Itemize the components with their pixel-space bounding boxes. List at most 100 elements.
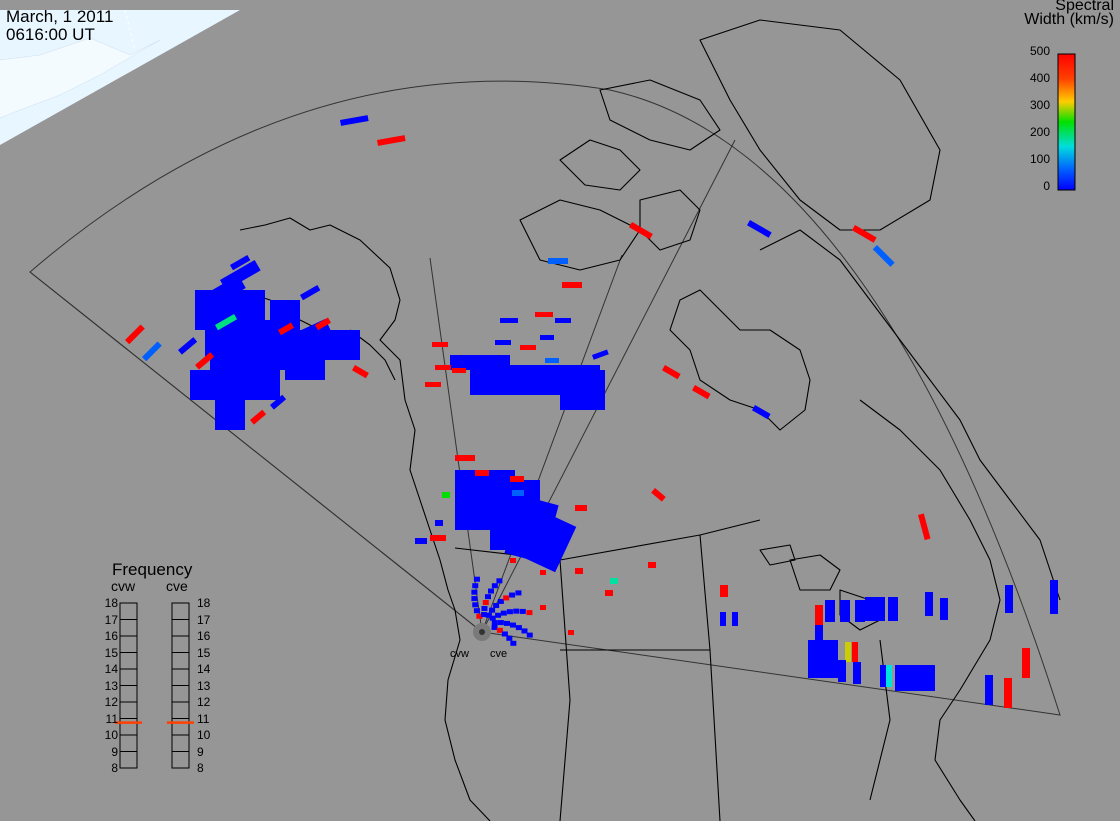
scatter-cell [493, 603, 500, 609]
colorbar-tick: 0 [1043, 179, 1050, 193]
scatter-cell [568, 630, 574, 635]
scatter-cell [825, 600, 835, 622]
scatter-cell [435, 365, 451, 370]
scatter-cell [865, 597, 885, 621]
scatter-cell [195, 352, 215, 370]
scatter-cell [520, 345, 536, 350]
scatter-cell [918, 513, 931, 541]
scatter-cell [340, 115, 369, 126]
frequency-column-cve: cve [166, 578, 188, 594]
scatter-cell [855, 600, 865, 622]
scatter-cell [351, 364, 369, 379]
scatter-cell [491, 583, 498, 589]
scatter-cell [471, 589, 478, 595]
frequency-scale-label: 10 [197, 728, 211, 742]
scatter-cell [540, 605, 546, 610]
scatter-cell [1005, 585, 1013, 613]
scatter-cell [497, 620, 504, 626]
frequency-scale-label: 12 [104, 695, 118, 709]
scatter-cell [473, 576, 480, 582]
scatter-cell [488, 588, 495, 594]
scatter-cell [512, 490, 524, 496]
scatter-cell [840, 600, 850, 622]
frequency-cell [171, 751, 190, 769]
scatter-cell [732, 612, 738, 626]
scatter-cell [555, 318, 571, 323]
scatter-cell [845, 642, 851, 662]
scatter-cell [425, 382, 441, 387]
scatter-cell [895, 665, 935, 691]
scatter-cell [985, 675, 993, 705]
scatter-cell [629, 222, 653, 240]
scatter-cell [880, 665, 890, 687]
scatter-cell [548, 258, 568, 264]
frequency-scale-label: 15 [104, 645, 118, 660]
scatter-cell [940, 598, 948, 620]
backscatter-cells [124, 115, 1058, 708]
scatter-cell [500, 610, 507, 616]
frequency-scale-label: 15 [197, 645, 211, 660]
scatter-cell [562, 282, 582, 288]
scatter-cell [575, 505, 587, 511]
frequency-scale-label: 12 [197, 695, 211, 709]
scatter-cell [605, 590, 613, 596]
scatter-cell [124, 324, 145, 345]
scatter-cell [485, 612, 492, 618]
scatter-cell [315, 317, 331, 331]
scatter-cell [925, 592, 933, 616]
scatter-cell [270, 394, 287, 410]
scatter-cell [853, 662, 861, 684]
scatter-cell [476, 613, 483, 619]
scatter-cell [1050, 580, 1058, 614]
frequency-scale-label: 14 [104, 662, 118, 676]
scatter-cell [432, 342, 448, 347]
scatter-cell [452, 368, 466, 373]
scatter-cell [497, 598, 504, 604]
scatter-cell [513, 608, 520, 614]
scatter-cell [482, 600, 489, 606]
scatter-cell [540, 570, 546, 575]
scatter-cell [142, 341, 162, 362]
scatter-cell [888, 597, 898, 621]
date-label: March, 1 2011 [6, 7, 114, 26]
scatter-cell [509, 622, 516, 628]
scatter-cell [545, 358, 559, 363]
scatter-cell [526, 610, 533, 616]
scatter-cell [300, 285, 321, 301]
colorbar-tick: 200 [1029, 125, 1050, 139]
scatter-cell [852, 642, 858, 662]
scatter-cell [484, 594, 491, 600]
scatter-cell [692, 384, 711, 400]
frequency-cell [119, 751, 138, 769]
scatter-cell [491, 624, 498, 630]
frequency-scale-label: 13 [104, 678, 118, 693]
scatter-cell [491, 620, 498, 626]
scatter-cell [415, 538, 427, 544]
frequency-column-cvw: cvw [111, 578, 136, 594]
scatter-cell [470, 385, 580, 395]
scatter-cell [1022, 648, 1030, 678]
frequency-scale-label: 14 [197, 662, 211, 676]
scatter-cell [496, 578, 503, 584]
scatter-cell [285, 350, 325, 380]
scatter-cell [872, 245, 895, 267]
scatter-cell [1004, 678, 1012, 708]
scatter-cell [510, 640, 517, 646]
scatter-cell [509, 592, 516, 598]
scatter-cell [220, 260, 261, 291]
scatter-cell [747, 220, 772, 238]
scatter-cell [178, 337, 198, 355]
scatter-cell [473, 608, 480, 614]
scatter-cell [472, 583, 479, 589]
radar-site-label-cvw: cvw [450, 648, 469, 660]
scatter-cell [230, 255, 251, 271]
frequency-scale-label: 16 [104, 629, 118, 643]
coastlines [199, 19, 1061, 821]
scatter-cell [215, 400, 245, 430]
scatter-cell [851, 225, 877, 243]
scatter-cell [489, 615, 496, 621]
scatter-cell [530, 490, 540, 496]
scatter-cell [521, 628, 528, 634]
radar-site-marker [473, 623, 491, 641]
